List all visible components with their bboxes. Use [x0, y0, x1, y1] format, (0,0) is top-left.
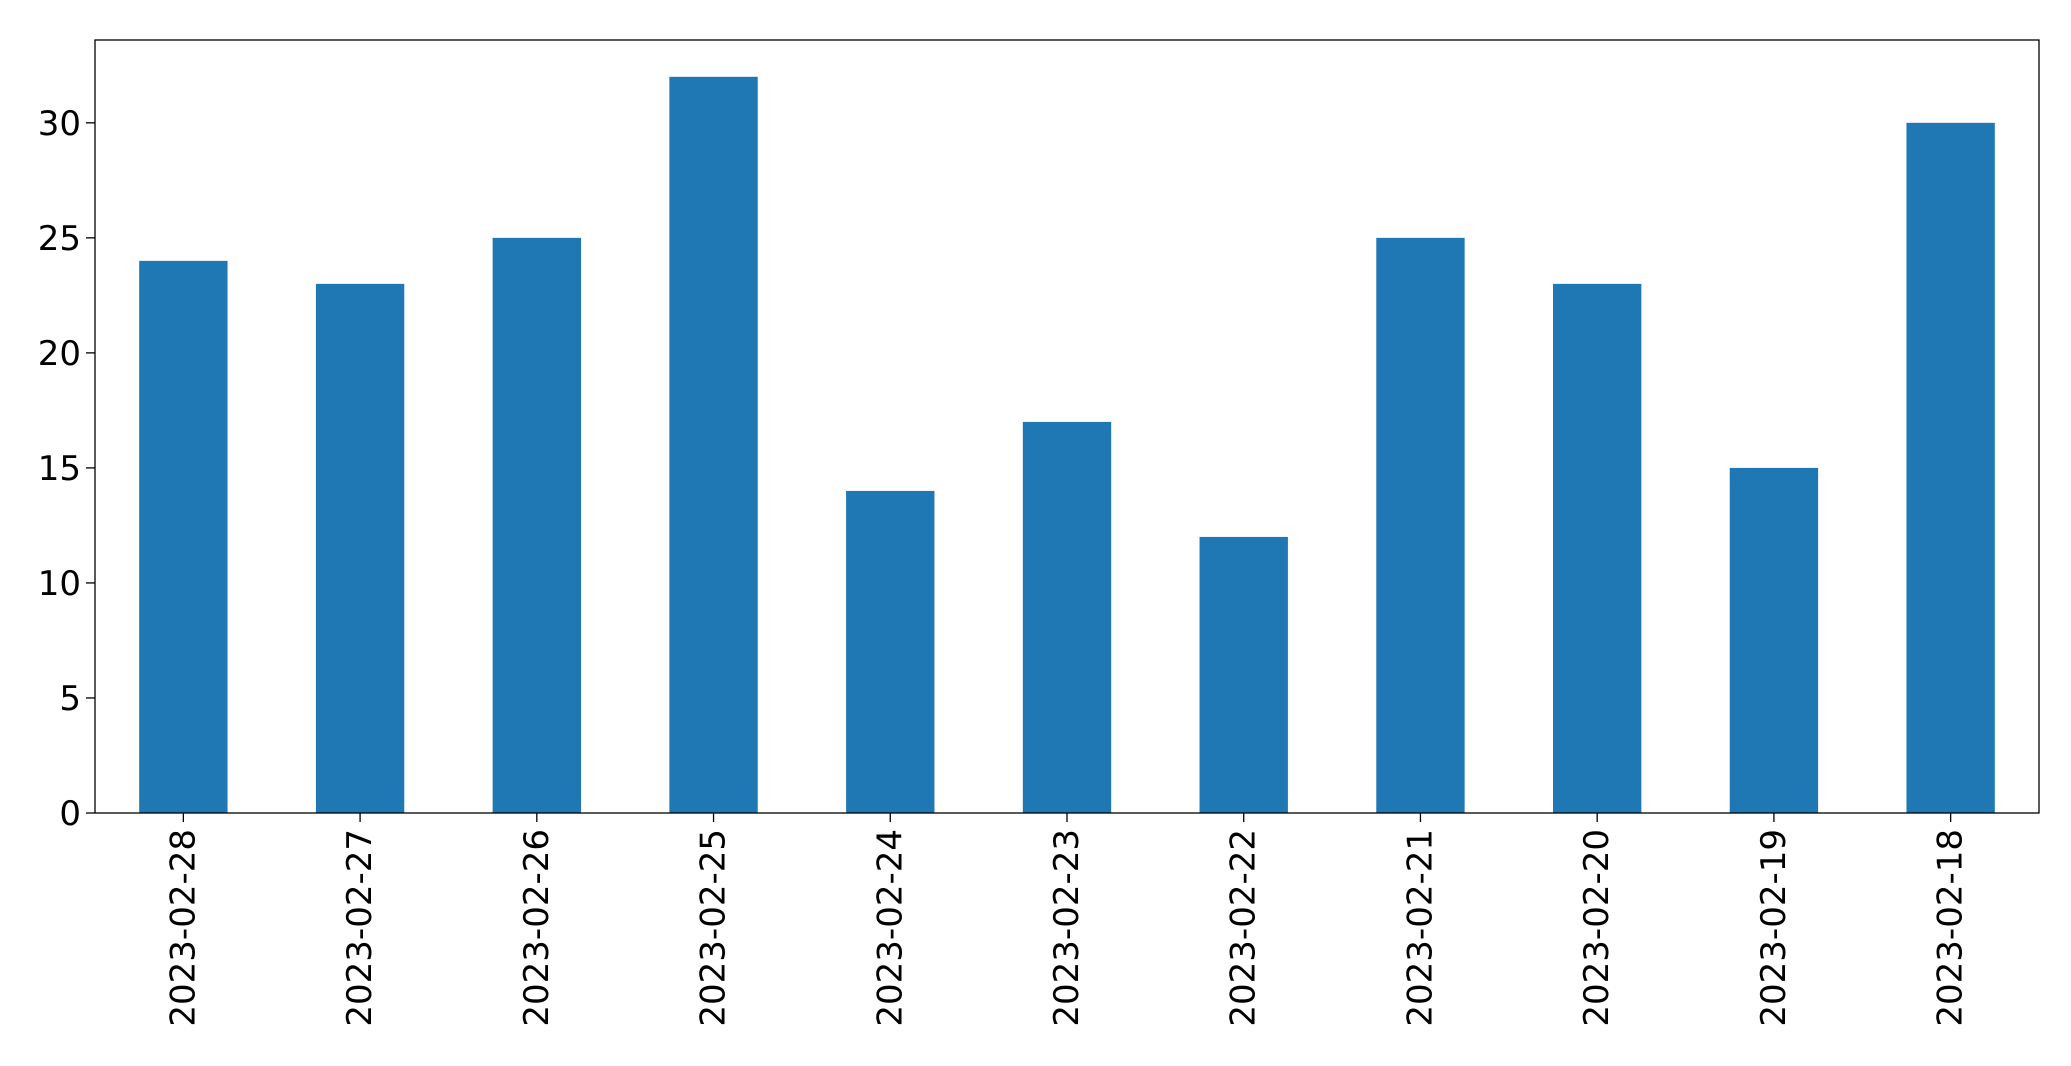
- x-tick-label: 2023-02-22: [1224, 829, 1264, 1027]
- y-axis: 0 5 10 15 20 25 30: [38, 104, 95, 834]
- y-tick-label: 25: [38, 219, 81, 259]
- y-tick-label: 30: [38, 104, 81, 144]
- x-tick-label: 2023-02-23: [1047, 829, 1087, 1027]
- bar-2023-02-27: [315, 283, 405, 813]
- bar-2023-02-20: [1553, 283, 1642, 813]
- y-tick-label: 15: [38, 449, 81, 489]
- bar-2023-02-21: [1376, 237, 1465, 813]
- bar-2023-02-22: [1199, 536, 1288, 813]
- x-tick-label: 2023-02-20: [1577, 829, 1617, 1027]
- y-tick-label: 5: [59, 679, 81, 719]
- x-tick-label: 2023-02-19: [1754, 829, 1794, 1027]
- y-tick-label: 0: [59, 794, 81, 834]
- y-tick-label: 20: [38, 334, 81, 374]
- x-tick-label: 2023-02-27: [340, 829, 380, 1027]
- bar-2023-02-24: [846, 490, 935, 813]
- x-tick-label: 2023-02-18: [1931, 829, 1971, 1027]
- x-tick-label: 2023-02-24: [870, 829, 910, 1027]
- bar-2023-02-28: [139, 260, 228, 813]
- bar-2023-02-26: [492, 237, 581, 813]
- x-tick-label: 2023-02-25: [694, 829, 734, 1027]
- y-tick-label: 10: [38, 564, 81, 604]
- x-tick-label: 2023-02-21: [1400, 829, 1440, 1027]
- bar-2023-02-23: [1022, 421, 1112, 813]
- x-axis: 2023-02-28 2023-02-27 2023-02-26 2023-02-25…: [163, 813, 1971, 1027]
- x-tick-label: 2023-02-26: [517, 829, 557, 1027]
- bar-2023-02-19: [1729, 467, 1819, 813]
- bars-layer: [139, 76, 1995, 814]
- x-tick-label: 2023-02-28: [163, 829, 203, 1027]
- bar-2023-02-25: [669, 76, 758, 814]
- bar-2023-02-18: [1906, 122, 1995, 814]
